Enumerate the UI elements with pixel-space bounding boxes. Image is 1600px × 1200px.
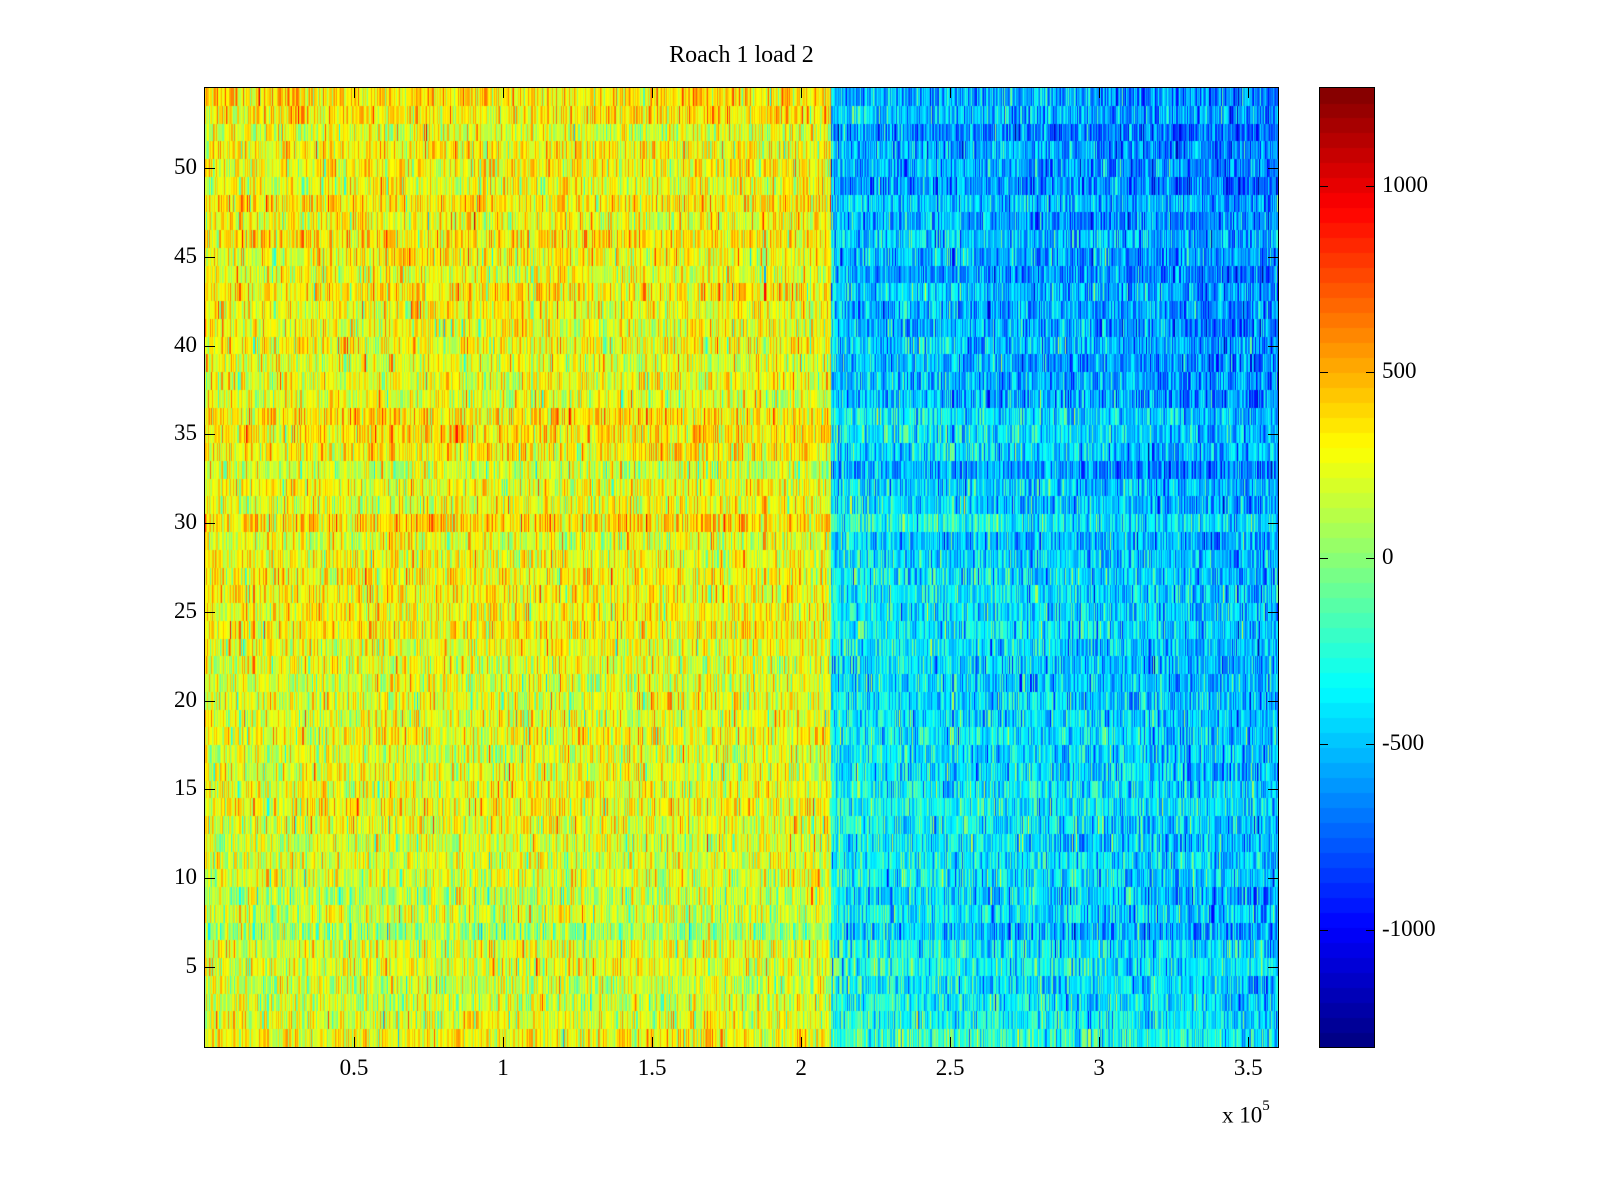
x-tick-label: 0.5 [339, 1055, 369, 1080]
x-tick-mark [1248, 1037, 1250, 1047]
y-tick-mark-right [1268, 789, 1278, 791]
y-tick-mark-right [1268, 700, 1278, 702]
y-tick-mark [205, 434, 215, 436]
colorbar-tick-mark [1320, 557, 1328, 559]
colorbar-tick-mark [1320, 929, 1328, 931]
x-tick-mark-top [801, 88, 803, 98]
x-tick-label: 2.5 [935, 1055, 965, 1080]
y-tick-label: 5 [185, 953, 198, 979]
y-tick-label: 25 [174, 597, 197, 623]
y-tick-label: 20 [174, 686, 197, 712]
y-tick-mark-right [1268, 967, 1278, 969]
y-tick-mark [205, 700, 215, 702]
x-tick-mark [1099, 1037, 1101, 1047]
x-tick-mark [503, 1037, 505, 1047]
colorbar-tick-mark-right [1366, 371, 1374, 373]
y-tick-label: 35 [174, 420, 197, 446]
colorbar-tick-mark-right [1366, 929, 1374, 931]
y-tick-label: 10 [174, 864, 197, 890]
plot-area [205, 88, 1278, 1047]
y-tick-mark-right [1268, 345, 1278, 347]
x-tick-mark [652, 1037, 654, 1047]
colorbar-tick-label: 0 [1382, 543, 1394, 569]
x-tick-mark-top [950, 88, 952, 98]
y-tick-label: 30 [174, 509, 197, 535]
x-exponent-base: x 10 [1222, 1102, 1263, 1128]
colorbar-tick-mark-right [1366, 557, 1374, 559]
heatmap-cells [205, 88, 1278, 1047]
x-exponent-power: 5 [1262, 1098, 1270, 1114]
y-tick-mark-right [1268, 167, 1278, 169]
x-tick-mark [801, 1037, 803, 1047]
y-tick-mark [205, 878, 215, 880]
x-tick-label: 3.5 [1233, 1055, 1263, 1080]
x-tick-mark-top [1248, 88, 1250, 98]
chart-title: Roach 1 load 2 [669, 42, 814, 68]
y-tick-mark [205, 523, 215, 525]
y-tick-mark [205, 789, 215, 791]
colorbar-tick-mark [1320, 371, 1328, 373]
x-tick-mark-top [503, 88, 505, 98]
x-tick-mark [950, 1037, 952, 1047]
y-tick-mark-right [1268, 878, 1278, 880]
y-tick-mark [205, 611, 215, 613]
colorbar-tick-mark [1320, 743, 1328, 745]
colorbar-tick-mark-right [1366, 743, 1374, 745]
x-exponent-label: x 105 [1222, 1098, 1270, 1129]
y-tick-mark [205, 345, 215, 347]
y-tick-mark [205, 967, 215, 969]
y-tick-mark [205, 256, 215, 258]
x-tick-mark-top [354, 88, 356, 98]
y-tick-mark-right [1268, 434, 1278, 436]
colorbar-tick-label: -500 [1382, 729, 1425, 755]
y-tick-label: 50 [174, 153, 197, 179]
x-tick-label: 1.5 [637, 1055, 667, 1080]
y-tick-mark-right [1268, 523, 1278, 525]
y-tick-mark-right [1268, 611, 1278, 613]
colorbar-tick-label: 1000 [1382, 171, 1428, 197]
x-tick-mark [354, 1037, 356, 1047]
x-tick-label: 1 [497, 1055, 509, 1080]
colorbar-tick-label: 500 [1382, 357, 1417, 383]
y-tick-mark [205, 167, 215, 169]
colorbar-tick-mark [1320, 185, 1328, 187]
colorbar-tick-mark-right [1366, 185, 1374, 187]
x-tick-label: 2 [795, 1055, 807, 1080]
y-tick-label: 15 [174, 775, 197, 801]
y-tick-label: 40 [174, 331, 197, 357]
colorbar-tick-label: -1000 [1382, 915, 1436, 941]
x-tick-mark-top [652, 88, 654, 98]
x-tick-mark-top [1099, 88, 1101, 98]
y-tick-mark-right [1268, 256, 1278, 258]
colorbar-gradient [1320, 88, 1374, 1047]
x-tick-label: 3 [1093, 1055, 1105, 1080]
y-tick-label: 45 [174, 242, 197, 268]
